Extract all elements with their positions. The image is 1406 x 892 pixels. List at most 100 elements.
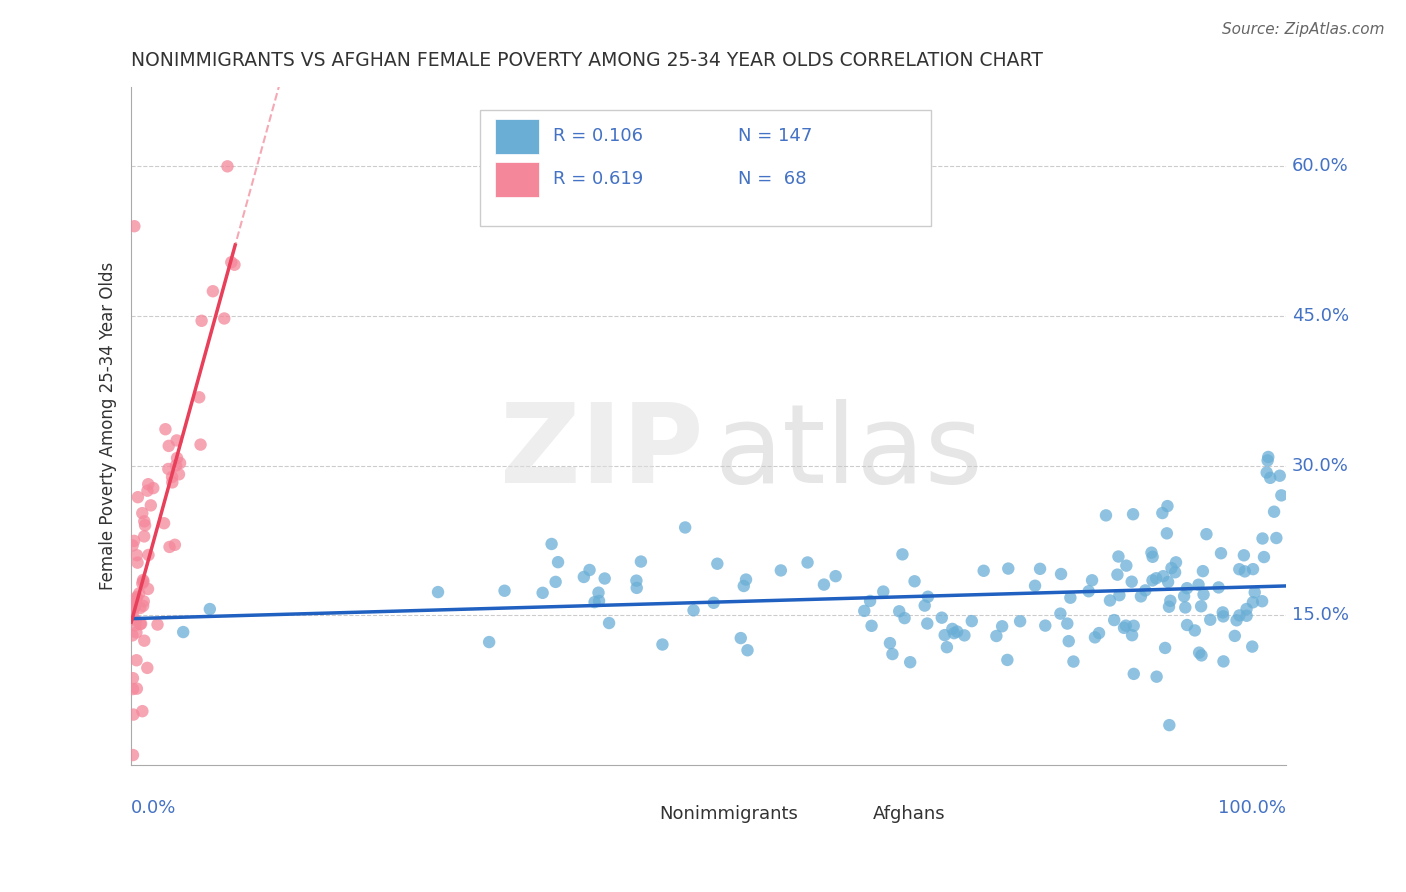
Point bbox=[142, 481, 165, 495]
Point bbox=[946, 624, 969, 639]
Point bbox=[1050, 567, 1073, 582]
Point bbox=[1024, 579, 1046, 593]
Point bbox=[478, 635, 501, 649]
Point bbox=[1157, 574, 1180, 589]
Point bbox=[1057, 634, 1080, 648]
Text: N = 147: N = 147 bbox=[738, 127, 813, 145]
Point bbox=[1081, 574, 1104, 588]
Point bbox=[769, 563, 792, 577]
Point bbox=[1049, 607, 1071, 621]
Point bbox=[1236, 602, 1258, 616]
Point bbox=[125, 591, 148, 606]
Point bbox=[1192, 564, 1215, 578]
Point bbox=[872, 584, 894, 599]
Point bbox=[1256, 466, 1278, 480]
Point bbox=[630, 555, 652, 569]
FancyBboxPatch shape bbox=[495, 120, 538, 154]
Point bbox=[1146, 670, 1168, 684]
Text: 0.0%: 0.0% bbox=[131, 799, 177, 817]
Point bbox=[122, 533, 145, 548]
Point bbox=[935, 640, 957, 655]
Point bbox=[891, 547, 914, 561]
Point bbox=[166, 451, 188, 466]
Point bbox=[146, 617, 169, 632]
Point bbox=[1173, 589, 1195, 603]
Point bbox=[960, 614, 983, 628]
Text: 100.0%: 100.0% bbox=[1218, 799, 1286, 817]
Point bbox=[124, 596, 146, 610]
Point bbox=[201, 284, 224, 298]
Point bbox=[917, 616, 939, 631]
Text: Afghans: Afghans bbox=[873, 805, 945, 823]
Point bbox=[1010, 614, 1032, 628]
Point bbox=[737, 643, 759, 657]
Point bbox=[132, 594, 155, 608]
Point bbox=[898, 655, 921, 669]
Point bbox=[995, 653, 1018, 667]
Point bbox=[166, 434, 188, 448]
Point bbox=[129, 616, 152, 631]
Point bbox=[1257, 450, 1279, 464]
Point bbox=[1140, 546, 1163, 560]
Point bbox=[134, 633, 156, 648]
Point bbox=[1115, 558, 1137, 573]
Point bbox=[124, 600, 146, 615]
Point bbox=[132, 599, 155, 613]
Point bbox=[1142, 549, 1164, 564]
Point bbox=[1175, 581, 1198, 595]
FancyBboxPatch shape bbox=[495, 161, 538, 197]
Point bbox=[882, 647, 904, 661]
Point bbox=[1129, 590, 1152, 604]
Point bbox=[1192, 587, 1215, 601]
Point bbox=[124, 618, 146, 632]
Point bbox=[1195, 527, 1218, 541]
Point bbox=[157, 462, 180, 476]
Point bbox=[572, 570, 595, 584]
Point bbox=[1144, 571, 1167, 585]
Point bbox=[953, 628, 976, 642]
Point bbox=[706, 557, 728, 571]
Point bbox=[598, 615, 620, 630]
Point bbox=[160, 470, 183, 484]
Text: R = 0.106: R = 0.106 bbox=[553, 127, 643, 145]
Point bbox=[188, 390, 211, 404]
Point bbox=[1152, 506, 1174, 520]
Point bbox=[931, 610, 953, 624]
Point bbox=[997, 561, 1019, 575]
Point bbox=[893, 611, 915, 625]
Point bbox=[159, 540, 181, 554]
Point bbox=[190, 314, 212, 328]
Point bbox=[934, 628, 956, 642]
Point bbox=[134, 518, 156, 533]
Point bbox=[991, 619, 1014, 633]
Point bbox=[1175, 618, 1198, 632]
Point bbox=[122, 601, 145, 615]
Point bbox=[136, 483, 159, 498]
Point bbox=[1184, 624, 1206, 638]
Point bbox=[155, 422, 177, 436]
Point bbox=[169, 456, 191, 470]
Point bbox=[1251, 594, 1274, 608]
Point bbox=[1188, 646, 1211, 660]
Point bbox=[735, 573, 758, 587]
Point bbox=[1263, 505, 1285, 519]
Text: NONIMMIGRANTS VS AFGHAN FEMALE POVERTY AMONG 25-34 YEAR OLDS CORRELATION CHART: NONIMMIGRANTS VS AFGHAN FEMALE POVERTY A… bbox=[131, 51, 1043, 70]
Point bbox=[593, 572, 616, 586]
Point bbox=[1107, 549, 1129, 564]
FancyBboxPatch shape bbox=[830, 804, 868, 824]
Point bbox=[1212, 609, 1234, 624]
Point bbox=[796, 556, 818, 570]
Point bbox=[578, 563, 600, 577]
Point bbox=[1056, 616, 1078, 631]
Point bbox=[626, 581, 648, 595]
Point bbox=[730, 631, 752, 645]
Point bbox=[134, 514, 156, 528]
Point bbox=[588, 594, 610, 608]
Point bbox=[1208, 581, 1230, 595]
Point bbox=[1257, 453, 1279, 467]
Point bbox=[860, 619, 883, 633]
Point bbox=[494, 583, 516, 598]
Point bbox=[125, 548, 148, 562]
FancyBboxPatch shape bbox=[616, 804, 654, 824]
Point bbox=[224, 258, 246, 272]
